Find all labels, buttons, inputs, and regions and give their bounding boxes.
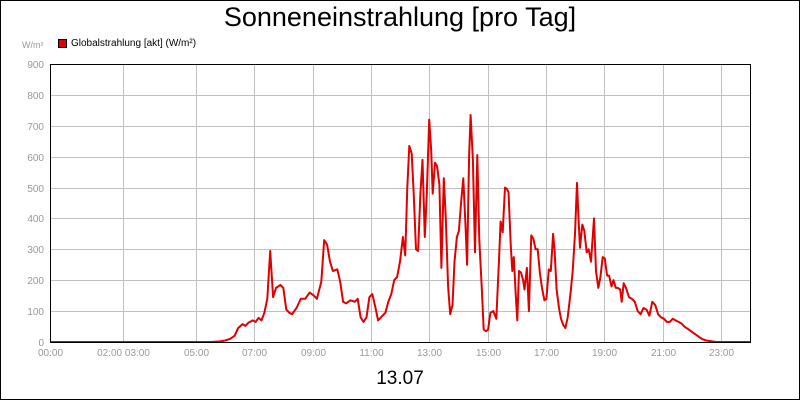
y-tick-label-300: 300 [27, 245, 44, 256]
x-tick-label-3: 07:00 [242, 348, 267, 359]
y-tick-label-500: 500 [27, 184, 44, 195]
legend-swatch [58, 39, 67, 48]
y-tick-label-800: 800 [27, 91, 44, 102]
chart-title: Sonneneinstrahlung [pro Tag] [223, 2, 577, 32]
y-tick-label-900: 900 [27, 60, 44, 71]
x-tick-label-1: 02:00 03:00 [97, 348, 150, 359]
y-axis-unit: W/m² [22, 40, 44, 50]
y-tick-label-0: 0 [38, 338, 44, 349]
y-tick-label-200: 200 [27, 276, 44, 287]
y-tick-label-700: 700 [27, 122, 44, 133]
x-tick-label-5: 11:00 [359, 348, 384, 359]
y-tick-label-600: 600 [27, 153, 44, 164]
x-tick-label-8: 17:00 [534, 348, 559, 359]
x-tick-label-4: 09:00 [301, 348, 326, 359]
axis-ticks: 0 100 200 300 400 500 600 700 800 900 00:00 02:00 0… [27, 60, 734, 359]
x-tick-label-10: 21:00 [651, 348, 676, 359]
x-tick-label-9: 19:00 [592, 348, 617, 359]
date-label: 13.07 [376, 368, 424, 389]
series-line-globalstrahlung [50, 114, 750, 343]
y-tick-label-100: 100 [27, 307, 44, 318]
x-tick-label-2: 05:00 [184, 348, 209, 359]
x-tick-label-0: 00:00 [38, 348, 63, 359]
legend-label: Globalstrahlung [akt] (W/m²) [71, 38, 197, 49]
y-tick-label-400: 400 [27, 214, 44, 225]
x-tick-label-6: 13:00 [417, 348, 442, 359]
x-tick-label-11: 23:00 [709, 348, 734, 359]
x-tick-label-7: 15:00 [476, 348, 501, 359]
plot-area [50, 64, 750, 342]
plot-border [50, 64, 751, 343]
legend: Globalstrahlung [akt] (W/m²) [58, 38, 196, 49]
